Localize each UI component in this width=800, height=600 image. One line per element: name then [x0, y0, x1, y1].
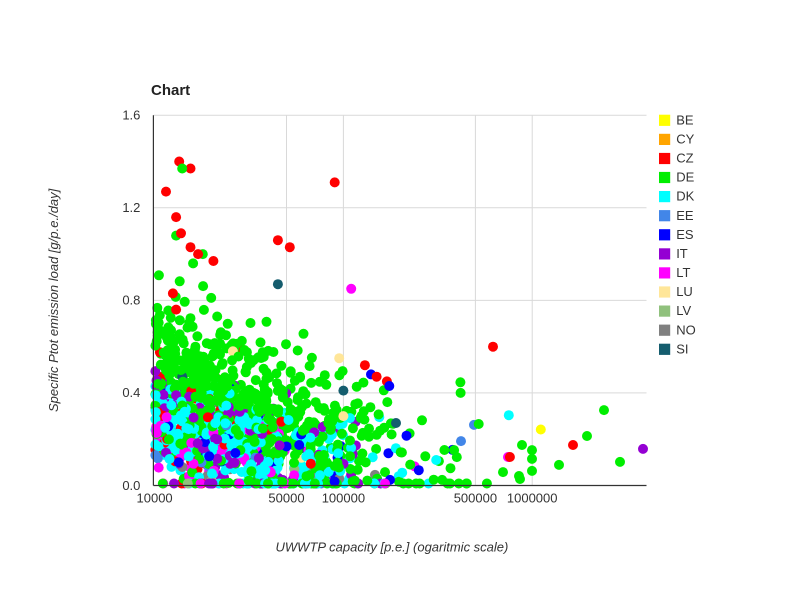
svg-text:LT: LT — [676, 265, 690, 280]
svg-text:Specific Ptot emission load [g: Specific Ptot emission load [g/p.e./day] — [46, 188, 61, 412]
svg-text:0.8: 0.8 — [122, 293, 140, 308]
svg-text:UWWTP capacity [p.e.] (ogaritm: UWWTP capacity [p.e.] (ogaritmic scale) — [276, 540, 509, 555]
svg-text:10000: 10000 — [137, 491, 173, 506]
svg-text:DE: DE — [676, 170, 694, 185]
svg-text:CY: CY — [676, 132, 694, 147]
svg-text:1000000: 1000000 — [507, 491, 558, 506]
svg-text:1.6: 1.6 — [122, 108, 140, 123]
svg-text:0.4: 0.4 — [122, 385, 140, 400]
svg-text:ES: ES — [676, 227, 694, 242]
svg-text:SI: SI — [676, 341, 688, 356]
svg-text:LU: LU — [676, 284, 693, 299]
svg-text:CZ: CZ — [676, 151, 693, 166]
svg-text:BE: BE — [676, 112, 694, 127]
svg-text:NO: NO — [676, 322, 696, 337]
svg-text:500000: 500000 — [454, 491, 497, 506]
svg-text:EE: EE — [676, 208, 694, 223]
svg-text:100000: 100000 — [322, 491, 365, 506]
svg-text:LV: LV — [676, 303, 691, 318]
svg-text:DK: DK — [676, 189, 694, 204]
svg-text:IT: IT — [676, 246, 688, 261]
svg-text:50000: 50000 — [268, 491, 304, 506]
svg-text:1.2: 1.2 — [122, 200, 140, 215]
